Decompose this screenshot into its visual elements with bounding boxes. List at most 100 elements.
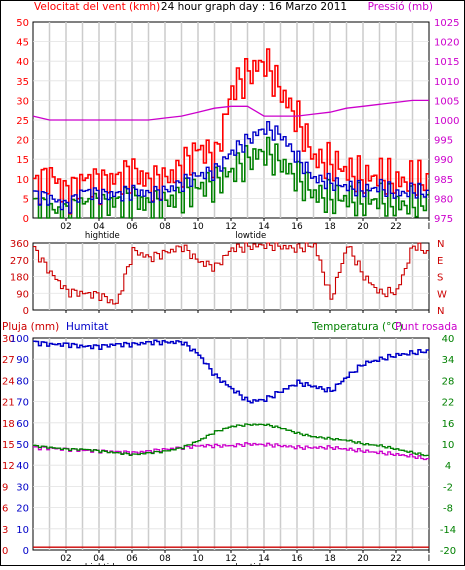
wind-panel-x-tick-label: 02 <box>60 222 71 232</box>
compass-label: E <box>437 256 443 267</box>
rain-y-tick-label: 15 <box>2 440 15 451</box>
rain-y-tick-label: 12 <box>2 461 15 472</box>
rain-y-tick-label: 21 <box>2 398 15 409</box>
pressure-y-tick-label: 985 <box>434 175 453 186</box>
wind-panel-x-tick-label: 12 <box>225 222 236 232</box>
temperature-y-tick-label: 22 <box>442 398 455 409</box>
pressure-y-tick-label: 1025 <box>434 18 459 29</box>
rain-y-tick-label: 30 <box>2 334 15 345</box>
temperature-y-tick-label: 16 <box>442 419 455 430</box>
rain-y-tick-label: 24 <box>2 376 15 387</box>
wind-panel-x-tick-label: 22 <box>390 222 401 232</box>
wind-y-tick-label: 5 <box>23 194 29 205</box>
wind-y-tick-label: 0 <box>23 214 29 225</box>
wind-y-tick-label: 15 <box>16 155 29 166</box>
temperature-axis-title: Temperatura (°C) <box>311 321 403 333</box>
wind-y-tick-label: 25 <box>16 116 29 127</box>
wind-panel-x-tick-label: 08 <box>159 222 171 232</box>
rain-y-tick-label: 0 <box>2 546 8 557</box>
wind-y-tick-label: 40 <box>16 57 29 68</box>
temperature-y-tick-label: 28 <box>442 376 455 387</box>
pressure-y-tick-label: 995 <box>434 136 453 147</box>
temperature-y-tick-label: 40 <box>442 334 455 345</box>
climate-panel-x-tick-label: 10 <box>192 554 204 564</box>
humidity-series-line <box>33 339 429 404</box>
temperature-series-line <box>33 423 429 457</box>
wind-y-tick-label: 10 <box>16 175 29 186</box>
direction-y-tick-label: 270 <box>10 256 29 267</box>
wind-direction-series-line <box>33 242 429 305</box>
wind-panel-x-tick-label: 16 <box>291 222 303 232</box>
climate-panel-x-tick-label: 02 <box>60 554 71 564</box>
pressure-y-tick-label: 1020 <box>434 38 459 49</box>
chart-title: 24 hour graph day : 16 Marzo 2011 <box>161 1 347 13</box>
climate-panel-x-tick-label: 22 <box>390 554 401 564</box>
wind-panel-x-tick-label: 10 <box>192 222 204 232</box>
wind-y-tick-label: 45 <box>16 38 29 49</box>
compass-label: W <box>437 289 447 300</box>
wind-panel-x-tick-label: 06 <box>126 222 138 232</box>
humidity-axis-title: Humitat <box>66 321 108 333</box>
wind-panel-hightide-label: hightide <box>85 231 120 241</box>
rain-y-tick-label: 27 <box>2 355 15 366</box>
humidity-y-tick-label: 30 <box>16 482 29 493</box>
dewpoint-series-line <box>33 442 429 461</box>
climate-panel-x-tick-label: 12 <box>225 554 236 564</box>
pressure-y-tick-label: 1010 <box>434 77 459 88</box>
rain-y-tick-label: 9 <box>2 482 8 493</box>
temperature-y-tick-label: -20 <box>440 546 456 557</box>
wind-axis-title: Velocitat del vent (kmh) <box>34 1 160 13</box>
wind-panel-x-tick-label: 04 <box>93 222 105 232</box>
temperature-y-tick-label: -14 <box>440 525 456 536</box>
pressure-axis-title: Pressió (mb) <box>368 1 433 13</box>
pressure-y-tick-label: 1015 <box>434 57 459 68</box>
compass-label: N <box>437 239 444 250</box>
humidity-y-tick-label: 70 <box>16 398 29 409</box>
wind-panel-x-tick-label: 18 <box>324 222 336 232</box>
temperature-y-tick-label: -8 <box>443 504 453 515</box>
wind-y-tick-label: 30 <box>16 96 29 107</box>
wind-y-tick-label: 50 <box>16 18 29 29</box>
wind-y-tick-label: 35 <box>16 77 29 88</box>
direction-y-tick-label: 90 <box>16 289 29 300</box>
climate-panel-x-tick-label: 08 <box>159 554 171 564</box>
climate-panel-x-tick-label: 18 <box>324 554 336 564</box>
climate-panel-x-tick-label: 20 <box>357 554 369 564</box>
climate-panel-x-tick-label: 16 <box>291 554 303 564</box>
wind-panel-x-tick-label: 14 <box>258 222 270 232</box>
humidity-y-tick-label: 80 <box>16 376 29 387</box>
compass-label: N <box>437 306 444 317</box>
direction-y-tick-label: 0 <box>23 306 29 317</box>
wind-average-series-line <box>33 120 429 214</box>
direction-y-tick-label: 180 <box>10 273 29 284</box>
temperature-y-tick-label: 4 <box>445 461 451 472</box>
temperature-y-tick-label: 34 <box>442 355 455 366</box>
pressure-y-tick-label: 1005 <box>434 96 459 107</box>
wind-low-series-line <box>33 136 429 219</box>
rain-y-tick-label: 6 <box>2 504 8 515</box>
wind-panel-x-tick-label: 20 <box>357 222 369 232</box>
humidity-y-tick-label: 50 <box>16 440 29 451</box>
climate-panel-x-tick-label: I <box>428 554 431 564</box>
humidity-y-tick-label: 20 <box>16 504 29 515</box>
direction-y-tick-label: 360 <box>10 239 29 250</box>
wind-panel-lowtide-label: lowtide <box>235 231 266 241</box>
climate-panel-x-tick-label: 14 <box>258 554 270 564</box>
pressure-y-tick-label: 975 <box>434 214 453 225</box>
compass-label: S <box>437 273 443 284</box>
rain-y-tick-label: 18 <box>2 419 15 430</box>
humidity-y-tick-label: 40 <box>16 461 29 472</box>
pressure-y-tick-label: 1000 <box>434 116 459 127</box>
dewpoint-axis-title: Punt rosada <box>395 321 457 333</box>
humidity-y-tick-label: 60 <box>16 419 29 430</box>
climate-panel-x-tick-label: 06 <box>126 554 138 564</box>
rain-axis-title: Pluja (mm) <box>2 321 59 333</box>
wind-y-tick-label: 20 <box>16 136 29 147</box>
pressure-series-line <box>32 99 429 121</box>
humidity-y-tick-label: 100 <box>10 334 29 345</box>
temperature-y-tick-label: -2 <box>443 482 453 493</box>
temperature-y-tick-label: 10 <box>442 440 455 451</box>
humidity-y-tick-label: 10 <box>16 525 29 536</box>
